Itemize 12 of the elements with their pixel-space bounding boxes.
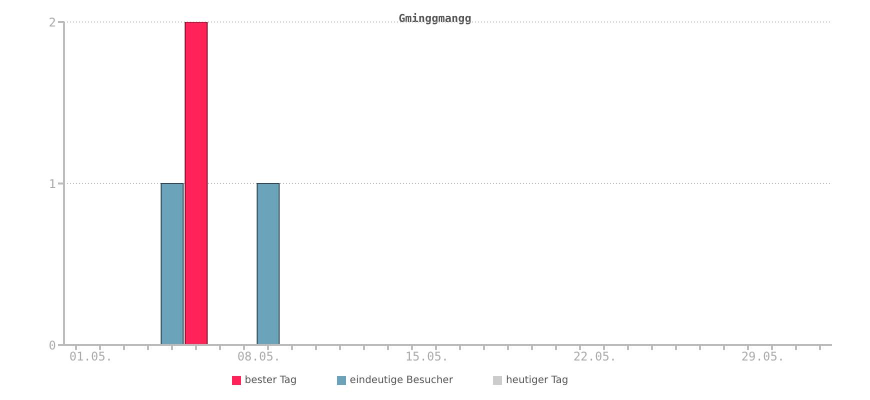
legend-label: bester Tag <box>244 375 297 386</box>
x-tick-label: 15.05. <box>405 350 449 364</box>
x-tick-label: 01.05. <box>69 350 113 364</box>
y-tick-label: 2 <box>48 15 56 30</box>
y-tick-label: 1 <box>48 176 56 191</box>
chart-title: Gminggmangg <box>398 12 472 25</box>
y-tick-label: 0 <box>48 338 56 352</box>
x-tick-label: 08.05. <box>237 350 281 364</box>
legend-label: eindeutige Besucher <box>350 375 453 386</box>
x-tick-label: 29.05. <box>741 350 785 364</box>
legend-label: heutiger Tag <box>506 375 568 386</box>
x-tick-label: 22.05. <box>573 350 617 364</box>
